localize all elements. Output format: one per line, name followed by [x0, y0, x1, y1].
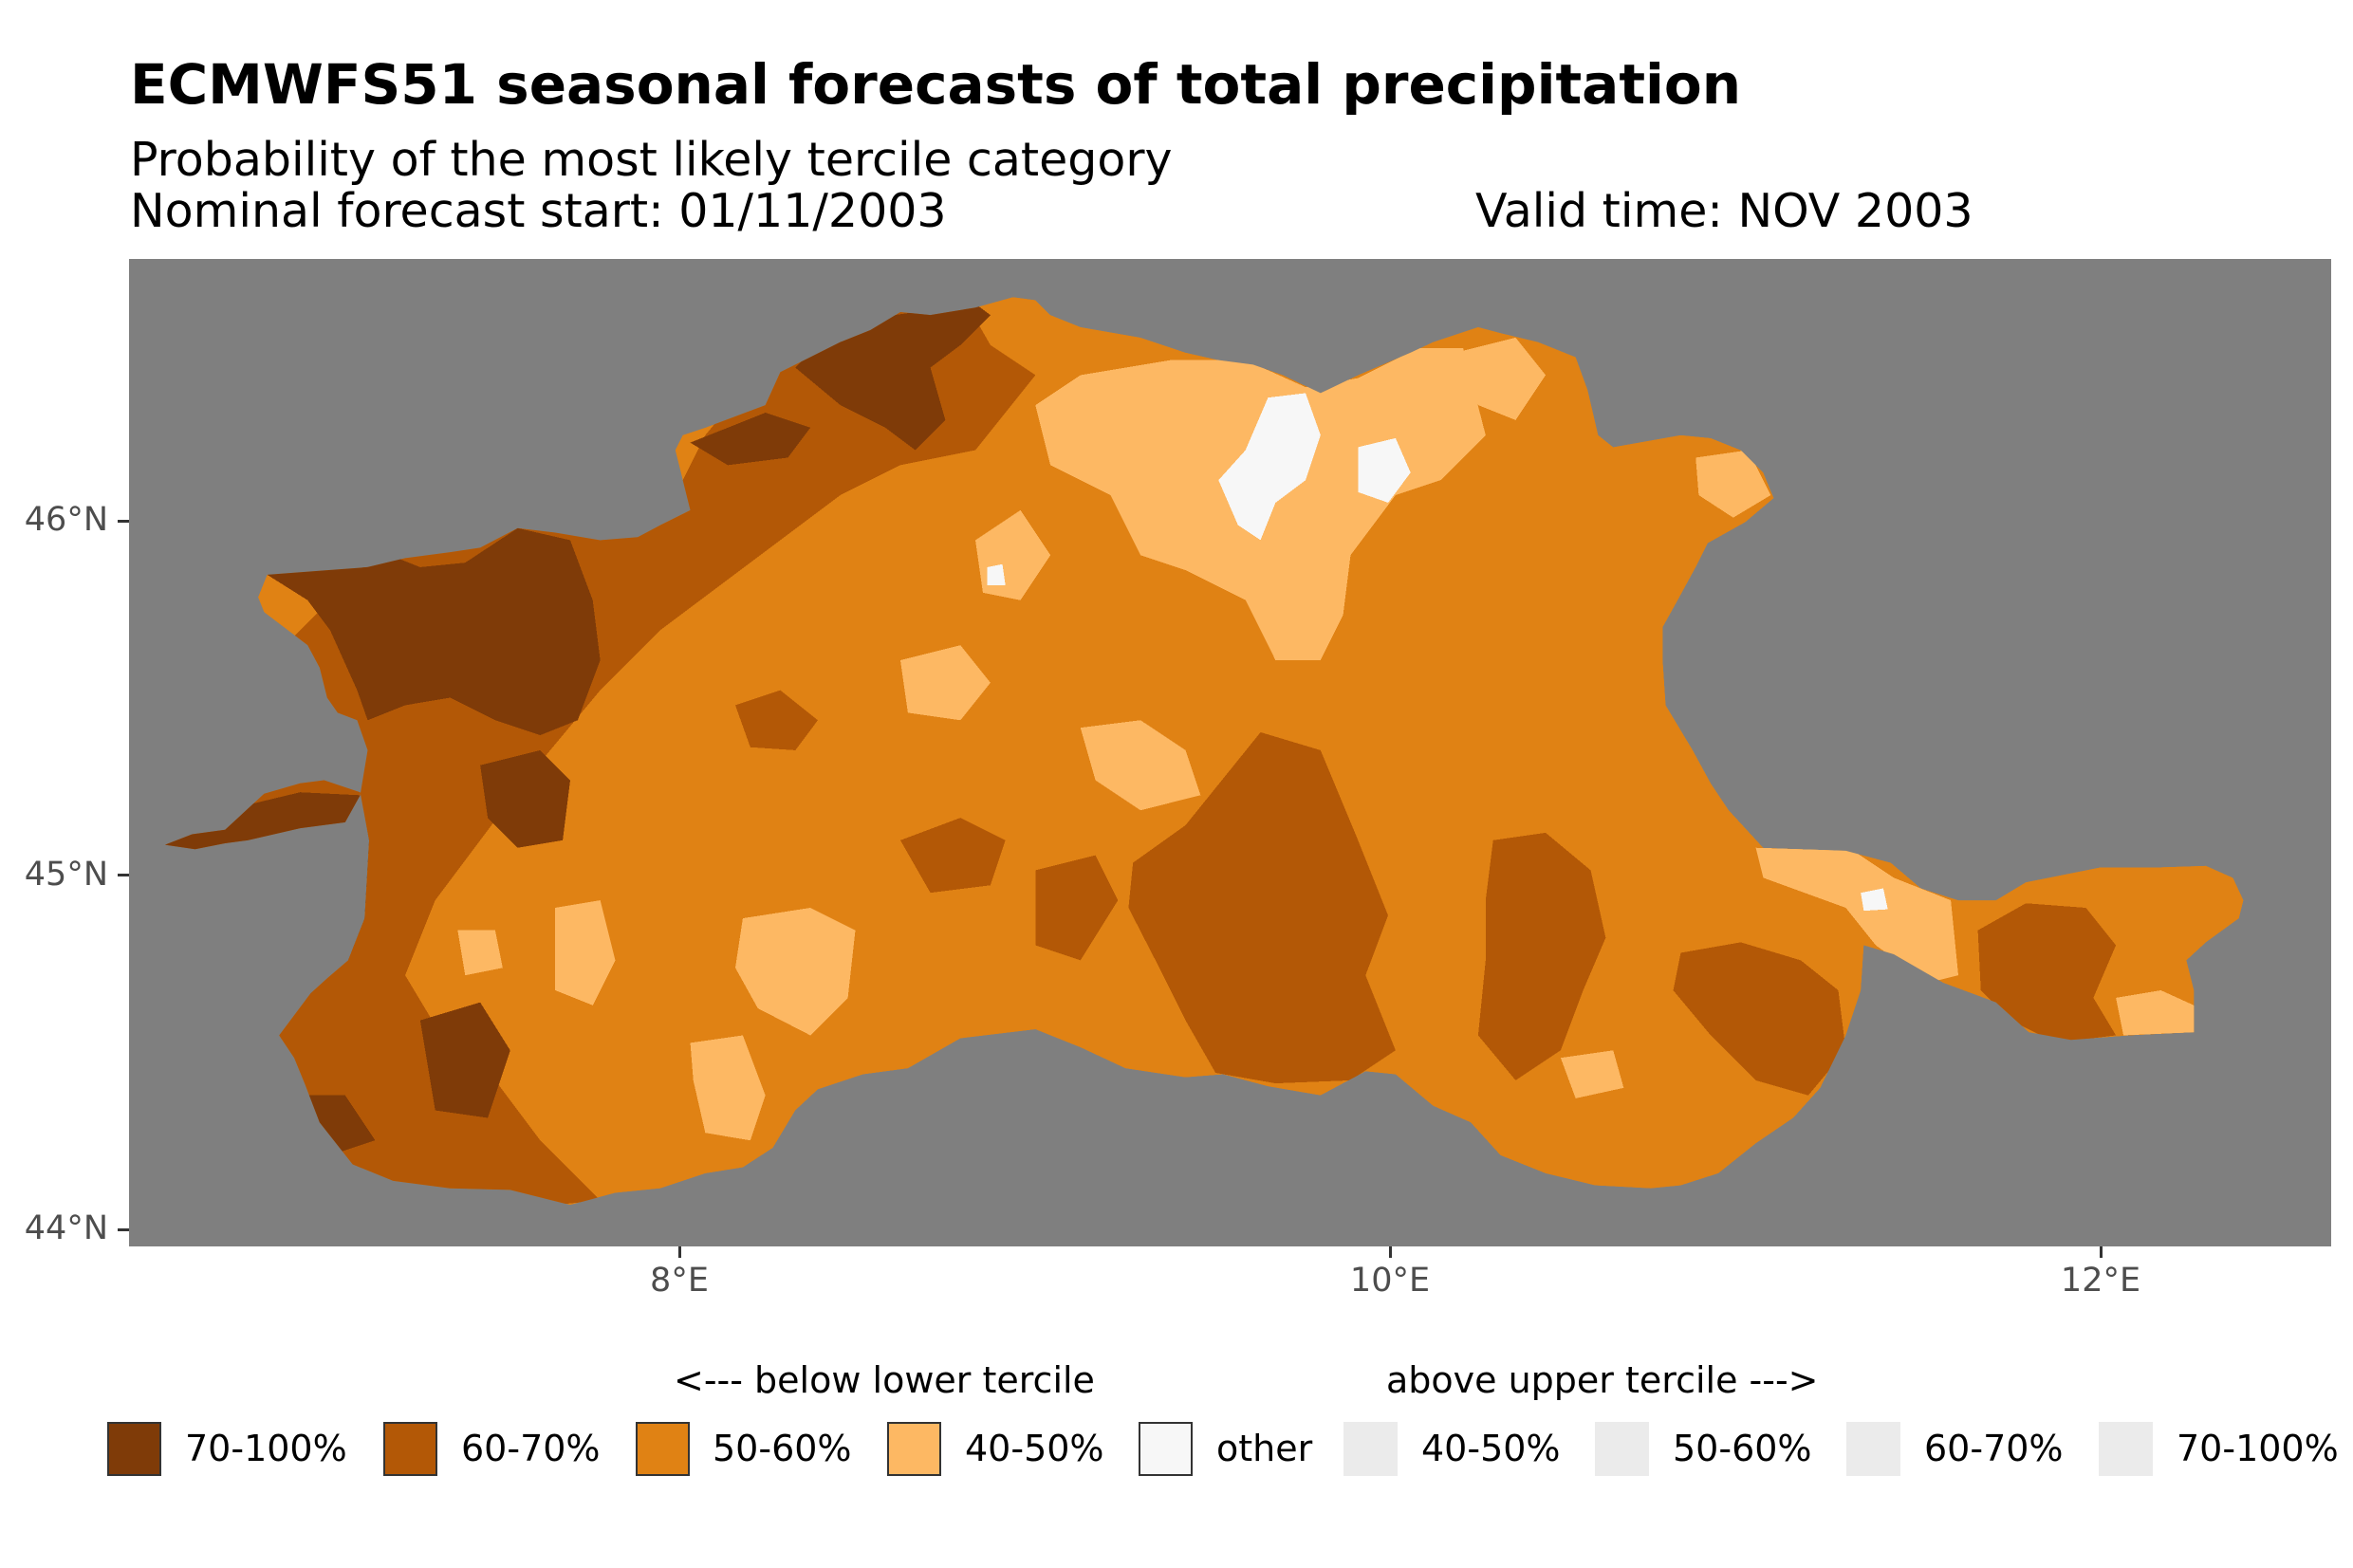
y-axis-tick	[118, 874, 129, 876]
legend-title-below: <--- below lower tercile	[674, 1359, 1095, 1401]
plot-title: ECMWFS51 seasonal forecasts of total pre…	[130, 52, 1742, 117]
y-axis-tick-label: 45°N	[24, 855, 108, 894]
x-axis-tick-label: 12°E	[2060, 1262, 2141, 1300]
legend-label-below-60-70: 60-70%	[461, 1428, 601, 1469]
legend-key-below-60-70	[383, 1422, 437, 1476]
x-axis-tick-label: 10°E	[1349, 1262, 1431, 1300]
x-axis-tick	[1388, 1246, 1392, 1258]
legend-key-above-50-60	[1595, 1422, 1649, 1476]
legend-key-below-50-60	[636, 1422, 690, 1476]
legend-key-other	[1139, 1422, 1193, 1476]
legend-label-above-40-50: 40-50%	[1421, 1428, 1561, 1469]
legend-key-above-70-100	[2099, 1422, 2153, 1476]
legend-label-below-40-50: 40-50%	[965, 1428, 1104, 1469]
legend-title-above: above upper tercile --->	[1386, 1359, 1819, 1401]
y-axis-tick	[118, 1227, 129, 1231]
y-axis-tick-label: 44°N	[24, 1209, 108, 1247]
valid-time-label: Valid time: NOV 2003	[1475, 184, 1973, 238]
x-axis-tick-label: 8°E	[650, 1262, 709, 1300]
legend-label-above-70-100: 70-100%	[2177, 1428, 2339, 1469]
forecast-start-label: Nominal forecast start: 01/11/2003	[130, 184, 947, 238]
legend-key-below-40-50	[887, 1422, 941, 1476]
legend-label-other: other	[1216, 1428, 1313, 1469]
legend-label-above-60-70: 60-70%	[1924, 1428, 2064, 1469]
legend-key-above-60-70	[1846, 1422, 1900, 1476]
plot-subtitle: Probability of the most likely tercile c…	[130, 133, 1173, 187]
legend-label-below-50-60: 50-60%	[713, 1428, 852, 1469]
legend-label-below-70-100: 70-100%	[185, 1428, 347, 1469]
map-panel	[129, 259, 2331, 1246]
legend-key-below-70-100	[107, 1422, 161, 1476]
legend-label-above-50-60: 50-60%	[1673, 1428, 1812, 1469]
legend-key-above-40-50	[1343, 1422, 1398, 1476]
y-axis-tick-label: 46°N	[24, 501, 108, 539]
y-axis-tick	[118, 519, 129, 523]
x-axis-tick	[2099, 1246, 2103, 1258]
x-axis-tick	[677, 1246, 681, 1258]
